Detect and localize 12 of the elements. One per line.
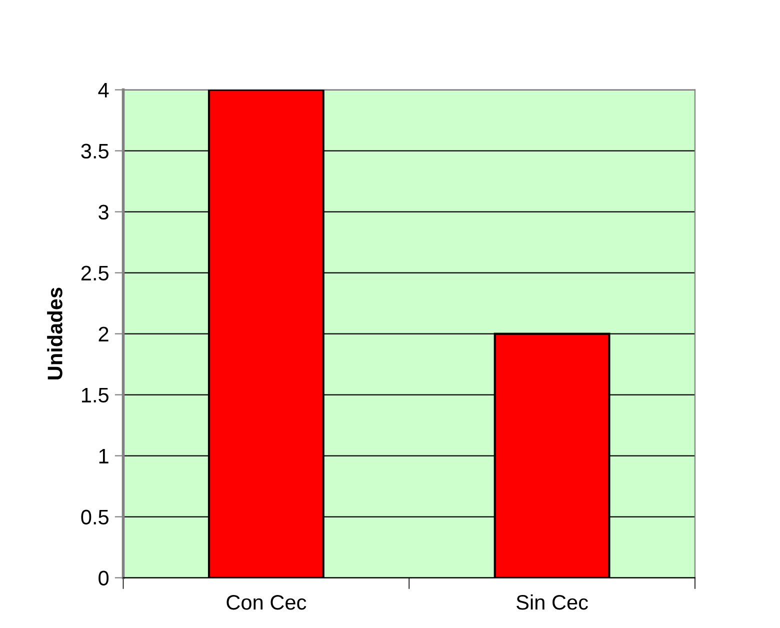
y-tick-label: 3 [98, 204, 108, 220]
y-tick-label: 2 [98, 326, 108, 342]
y-tick-label: 1 [99, 448, 108, 464]
y-tick-label: 2.5 [81, 266, 108, 281]
y-tick-label: 4 [98, 83, 109, 98]
x-tick-label: Con Cec [226, 594, 306, 610]
y-tick-label: 0 [98, 570, 109, 586]
y-axis-title: Unidades [47, 288, 62, 380]
y-tick-label: 1.5 [82, 388, 108, 403]
y-tick-label: 3.5 [81, 144, 108, 159]
x-tick-label: Sin Cec [516, 594, 588, 610]
y-tick-label: 0.5 [81, 510, 108, 525]
